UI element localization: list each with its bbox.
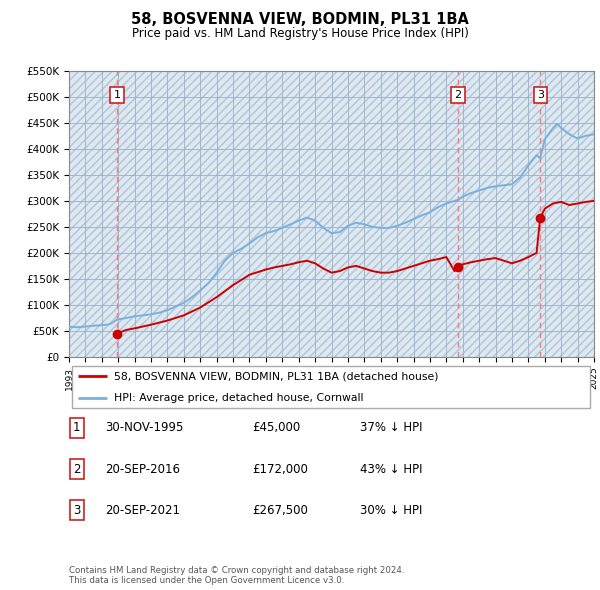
- Bar: [406, 71, 413, 357]
- Bar: [94, 71, 102, 357]
- Bar: [225, 71, 233, 357]
- Bar: [373, 71, 381, 357]
- Bar: [586, 71, 594, 357]
- Bar: [496, 71, 504, 357]
- Bar: [578, 71, 586, 357]
- Bar: [446, 71, 455, 357]
- Bar: [471, 71, 479, 357]
- Bar: [545, 71, 553, 357]
- Bar: [208, 71, 217, 357]
- Text: 1: 1: [73, 421, 80, 434]
- Text: 58, BOSVENNA VIEW, BODMIN, PL31 1BA: 58, BOSVENNA VIEW, BODMIN, PL31 1BA: [131, 12, 469, 27]
- Bar: [487, 71, 496, 357]
- Bar: [110, 71, 118, 357]
- Bar: [430, 71, 438, 357]
- Bar: [69, 71, 77, 357]
- Bar: [167, 71, 176, 357]
- Bar: [529, 71, 536, 357]
- Bar: [315, 71, 323, 357]
- Text: 20-SEP-2016: 20-SEP-2016: [105, 463, 180, 476]
- Bar: [520, 71, 529, 357]
- Bar: [340, 71, 348, 357]
- Bar: [274, 71, 282, 357]
- Bar: [331, 71, 340, 357]
- Bar: [85, 71, 94, 357]
- Bar: [569, 71, 578, 357]
- Bar: [151, 71, 159, 357]
- FancyBboxPatch shape: [71, 366, 590, 408]
- Text: 2: 2: [455, 90, 462, 100]
- Bar: [102, 71, 110, 357]
- Text: £267,500: £267,500: [252, 504, 308, 517]
- Bar: [184, 71, 192, 357]
- Text: 30-NOV-1995: 30-NOV-1995: [105, 421, 184, 434]
- Bar: [143, 71, 151, 357]
- Bar: [397, 71, 406, 357]
- Text: £172,000: £172,000: [252, 463, 308, 476]
- Text: HPI: Average price, detached house, Cornwall: HPI: Average price, detached house, Corn…: [113, 392, 363, 402]
- Text: 20-SEP-2021: 20-SEP-2021: [105, 504, 180, 517]
- Bar: [536, 71, 545, 357]
- Bar: [504, 71, 512, 357]
- Bar: [200, 71, 208, 357]
- Bar: [479, 71, 487, 357]
- Bar: [512, 71, 520, 357]
- Bar: [438, 71, 446, 357]
- Bar: [282, 71, 290, 357]
- Bar: [299, 71, 307, 357]
- Bar: [134, 71, 143, 357]
- Text: Contains HM Land Registry data © Crown copyright and database right 2024.
This d: Contains HM Land Registry data © Crown c…: [69, 566, 404, 585]
- Bar: [307, 71, 315, 357]
- Text: 2: 2: [73, 463, 80, 476]
- Text: 1: 1: [113, 90, 121, 100]
- Bar: [323, 71, 331, 357]
- Bar: [250, 71, 257, 357]
- Bar: [192, 71, 200, 357]
- Bar: [389, 71, 397, 357]
- Bar: [217, 71, 225, 357]
- Bar: [364, 71, 373, 357]
- Bar: [257, 71, 266, 357]
- Bar: [241, 71, 250, 357]
- Bar: [348, 71, 356, 357]
- Text: Price paid vs. HM Land Registry's House Price Index (HPI): Price paid vs. HM Land Registry's House …: [131, 27, 469, 40]
- Text: 3: 3: [536, 90, 544, 100]
- Bar: [561, 71, 569, 357]
- Bar: [356, 71, 364, 357]
- Bar: [159, 71, 167, 357]
- Bar: [290, 71, 299, 357]
- Text: 43% ↓ HPI: 43% ↓ HPI: [360, 463, 422, 476]
- Bar: [118, 71, 127, 357]
- Bar: [127, 71, 134, 357]
- Bar: [413, 71, 422, 357]
- Bar: [553, 71, 561, 357]
- Bar: [463, 71, 471, 357]
- Text: 37% ↓ HPI: 37% ↓ HPI: [360, 421, 422, 434]
- Bar: [266, 71, 274, 357]
- Bar: [455, 71, 463, 357]
- Bar: [77, 71, 85, 357]
- Text: 58, BOSVENNA VIEW, BODMIN, PL31 1BA (detached house): 58, BOSVENNA VIEW, BODMIN, PL31 1BA (det…: [113, 372, 438, 382]
- Text: £45,000: £45,000: [252, 421, 300, 434]
- Bar: [381, 71, 389, 357]
- Bar: [176, 71, 184, 357]
- Bar: [233, 71, 241, 357]
- Bar: [422, 71, 430, 357]
- Text: 3: 3: [73, 504, 80, 517]
- Text: 30% ↓ HPI: 30% ↓ HPI: [360, 504, 422, 517]
